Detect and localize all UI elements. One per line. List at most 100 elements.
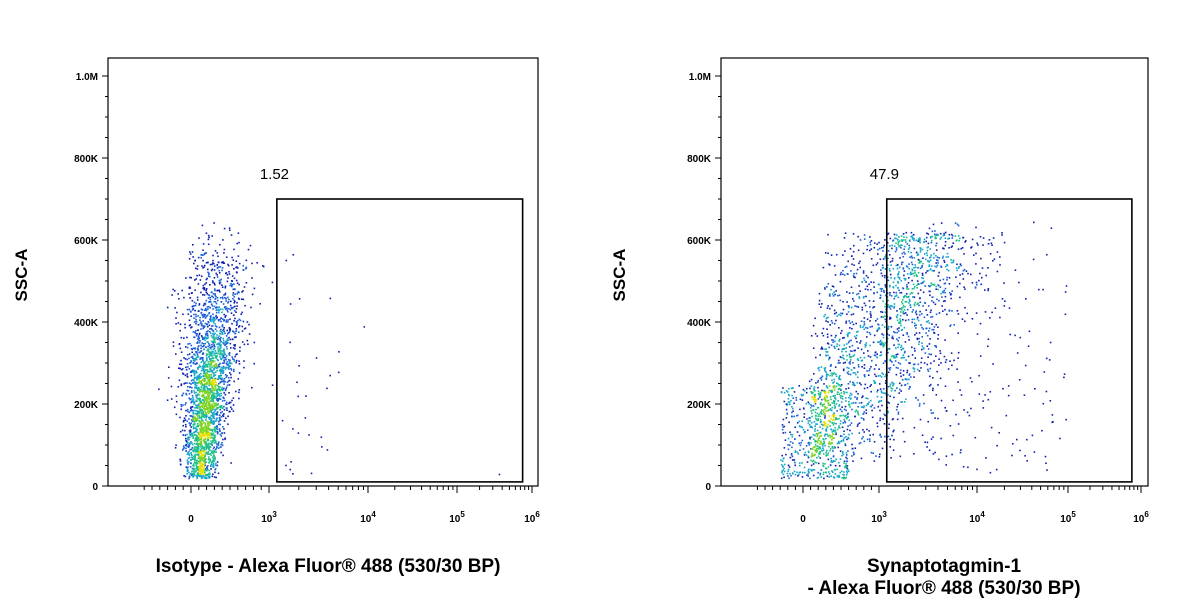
scatter-point xyxy=(955,276,957,278)
scatter-point xyxy=(834,464,837,467)
scatter-point xyxy=(856,397,858,399)
scatter-point xyxy=(214,471,216,474)
scatter-point xyxy=(908,267,910,270)
scatter-point xyxy=(823,389,826,392)
scatter-point xyxy=(184,423,187,426)
scatter-point xyxy=(215,307,217,309)
scatter-point xyxy=(166,399,169,401)
scatter-point xyxy=(794,464,796,467)
scatter-point xyxy=(804,451,806,454)
scatter-point xyxy=(212,360,215,363)
scatter-point xyxy=(187,390,190,392)
scatter-point xyxy=(916,252,919,255)
scatter-point xyxy=(902,334,905,336)
scatter-point xyxy=(180,363,183,366)
scatter-point xyxy=(207,375,210,377)
scatter-point xyxy=(201,367,204,370)
scatter-point xyxy=(216,461,219,463)
scatter-point xyxy=(204,422,206,424)
scatter-point xyxy=(191,416,194,418)
scatter-point xyxy=(194,412,196,415)
scatter-point xyxy=(193,321,196,323)
scatter-point xyxy=(203,446,206,449)
scatter-point xyxy=(913,363,916,365)
scatter-point xyxy=(212,333,214,335)
scatter-point xyxy=(916,254,919,256)
scatter-point xyxy=(818,432,820,434)
scatter-point xyxy=(837,400,839,402)
scatter-point xyxy=(839,385,842,387)
scatter-point xyxy=(938,271,940,274)
scatter-point xyxy=(847,412,849,415)
scatter-point xyxy=(245,266,248,269)
scatter-point xyxy=(827,423,830,426)
scatter-point xyxy=(791,411,793,414)
scatter-point xyxy=(193,353,195,356)
scatter-point xyxy=(197,356,200,358)
scatter-point xyxy=(849,327,851,329)
scatter-point xyxy=(847,468,849,471)
scatter-point xyxy=(833,372,835,374)
scatter-point xyxy=(895,234,898,236)
scatter-point xyxy=(195,459,197,461)
scatter-point xyxy=(211,383,214,386)
scatter-point xyxy=(815,423,817,425)
scatter-point xyxy=(230,376,232,379)
scatter-point xyxy=(839,273,842,276)
scatter-point xyxy=(196,341,199,343)
scatter-point xyxy=(929,236,932,239)
scatter-point xyxy=(817,392,820,395)
scatter-point xyxy=(237,297,240,300)
scatter-point xyxy=(931,235,933,238)
scatter-point xyxy=(250,306,252,309)
scatter-point xyxy=(197,414,200,417)
scatter-point xyxy=(214,294,216,297)
scatter-point xyxy=(829,425,831,427)
scatter-point xyxy=(900,246,902,249)
scatter-point xyxy=(915,332,918,334)
scatter-point xyxy=(204,471,206,474)
scatter-point xyxy=(207,334,209,336)
scatter-point xyxy=(910,261,913,264)
scatter-point xyxy=(192,449,194,452)
scatter-point xyxy=(326,449,329,451)
scatter-point xyxy=(878,368,880,370)
scatter-point xyxy=(975,312,978,314)
scatter-point xyxy=(321,446,323,448)
scatter-point xyxy=(234,305,236,308)
scatter-point xyxy=(810,442,812,444)
scatter-point xyxy=(791,436,794,438)
scatter-point xyxy=(907,335,910,338)
scatter-point xyxy=(195,321,198,323)
scatter-point xyxy=(259,303,261,305)
scatter-point xyxy=(877,253,879,255)
scatter-point xyxy=(825,467,828,470)
scatter-point xyxy=(189,473,192,475)
scatter-point xyxy=(826,373,828,375)
scatter-point xyxy=(226,309,228,312)
scatter-point xyxy=(195,464,198,467)
gate-rectangle[interactable] xyxy=(276,198,524,483)
scatter-point xyxy=(850,422,853,424)
scatter-point xyxy=(844,391,846,394)
scatter-point xyxy=(814,461,816,463)
scatter-point xyxy=(798,473,800,476)
scatter-point xyxy=(196,419,199,421)
scatter-point xyxy=(188,477,190,480)
scatter-point xyxy=(811,392,813,394)
scatter-point xyxy=(923,362,926,364)
scatter-point xyxy=(893,297,896,300)
scatter-point xyxy=(210,417,212,420)
scatter-point xyxy=(217,320,220,322)
x-tick-label: 0 xyxy=(800,514,806,525)
scatter-point xyxy=(816,433,819,435)
scatter-point xyxy=(214,440,217,442)
scatter-point xyxy=(214,345,216,348)
scatter-point xyxy=(901,261,903,264)
scatter-point xyxy=(211,366,213,369)
scatter-point xyxy=(191,432,193,435)
scatter-point xyxy=(975,281,978,284)
scatter-point xyxy=(882,316,884,318)
scatter-point xyxy=(893,245,896,247)
scatter-point xyxy=(190,348,193,350)
